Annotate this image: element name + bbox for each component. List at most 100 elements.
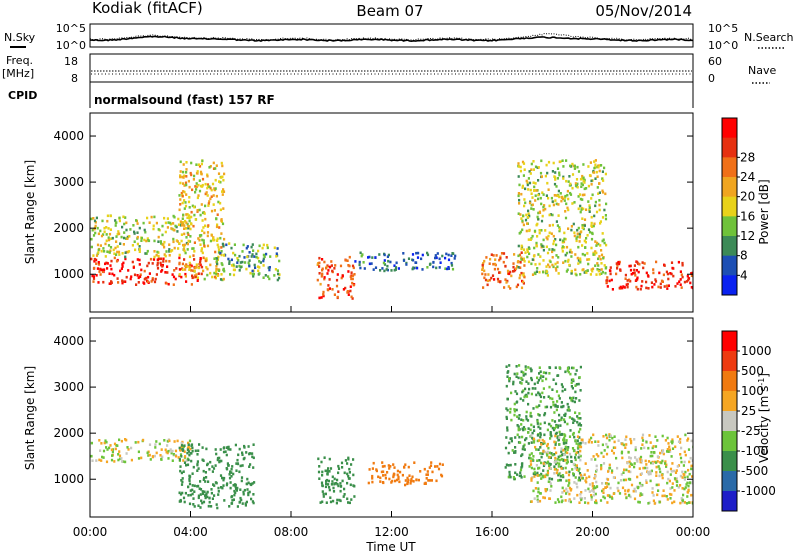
heatmap-cell [346,481,349,485]
heatmap-cell [633,487,636,491]
heatmap-cell [647,460,651,463]
heatmap-cell [209,186,212,190]
heatmap-cell [593,214,596,218]
heatmap-cell [510,437,513,440]
heatmap-cell [229,486,232,490]
heatmap-cell [347,270,350,273]
heatmap-cell [556,224,559,227]
heatmap-cell [214,481,217,484]
heatmap-cell [435,479,438,483]
heatmap-cell [543,433,546,437]
heatmap-cell [109,444,112,447]
heatmap-cell [157,228,160,231]
velocity-panel-frame [89,317,694,518]
heatmap-cell [587,184,590,188]
heatmap-cell [101,455,104,459]
heatmap-cell [522,273,525,277]
heatmap-cell [347,474,350,478]
heatmap-cell [566,422,569,426]
heatmap-cell [383,263,387,266]
heatmap-cell [210,188,213,192]
heatmap-cell [186,248,189,251]
heatmap-cell [146,451,149,455]
heatmap-cell [523,198,526,201]
heatmap-cell [177,223,181,226]
heatmap-cell [558,436,561,439]
heatmap-cell [138,258,141,262]
heatmap-cell [217,269,221,272]
heatmap-cell [226,467,229,471]
heatmap-cell [600,268,603,271]
heatmap-cell [665,465,668,468]
heatmap-cell [521,228,524,232]
heatmap-cell [186,463,190,467]
heatmap-cell [571,366,574,370]
heatmap-cell [579,365,582,369]
heatmap-cell [215,452,218,456]
heatmap-cell [683,476,686,480]
heatmap-cell [152,258,156,261]
heatmap-cell [601,489,604,493]
heatmap-cell [155,440,158,443]
heatmap-cell [527,188,530,191]
heatmap-cell [349,483,352,487]
heatmap-cell [635,285,638,289]
heatmap-cell [655,465,658,469]
heatmap-cell [621,486,625,490]
heatmap-cell [518,276,521,280]
heatmap-cell [596,262,599,265]
heatmap-cell [254,266,257,269]
heatmap-cell [321,267,324,271]
heatmap-cell [557,479,560,482]
heatmap-cell [339,489,342,493]
heatmap-cell [490,276,493,280]
heatmap-cell [666,470,669,474]
heatmap-cell [539,492,542,495]
heatmap-cell [563,453,566,457]
heatmap-cell [556,426,560,429]
heatmap-cell [156,267,160,270]
heatmap-cell [564,196,567,199]
heatmap-cell [595,501,598,505]
heatmap-cell [564,466,567,470]
heatmap-cell [258,272,261,275]
heatmap-cell [638,467,641,470]
y-tick-label: 1000 [53,472,84,486]
heatmap-cell [381,461,384,464]
heatmap-cell [570,269,573,273]
heatmap-cell [346,290,349,293]
heatmap-cell [191,488,194,492]
heatmap-cell [586,469,589,472]
heatmap-cell [539,376,542,380]
heatmap-cell [550,232,553,235]
heatmap-cell [220,459,223,463]
heatmap-cell [583,271,586,274]
heatmap-cell [671,447,675,450]
heatmap-cell [574,268,577,272]
heatmap-cell [489,257,492,261]
heatmap-cell [230,264,234,267]
heatmap-cell [675,484,679,487]
heatmap-cell [560,447,563,450]
heatmap-cell [625,283,628,286]
heatmap-cell [537,490,540,494]
freq-left-tick-bottom: 8 [71,72,78,85]
heatmap-cell [657,489,660,492]
heatmap-cell [565,471,568,474]
heatmap-cell [605,436,609,440]
heatmap-cell [506,426,509,429]
heatmap-cell [548,451,551,455]
heatmap-cell [428,466,431,469]
heatmap-cell [185,280,188,283]
heatmap-cell [583,187,586,191]
heatmap-cell [114,447,117,451]
heatmap-cell [540,243,543,246]
heatmap-cell [179,453,183,456]
heatmap-cell [570,228,573,232]
heatmap-cell [629,462,632,465]
heatmap-cell [530,500,533,503]
heatmap-cell [204,182,207,186]
heatmap-cell [196,170,199,173]
heatmap-cell [97,232,100,236]
heatmap-cell [197,496,200,500]
